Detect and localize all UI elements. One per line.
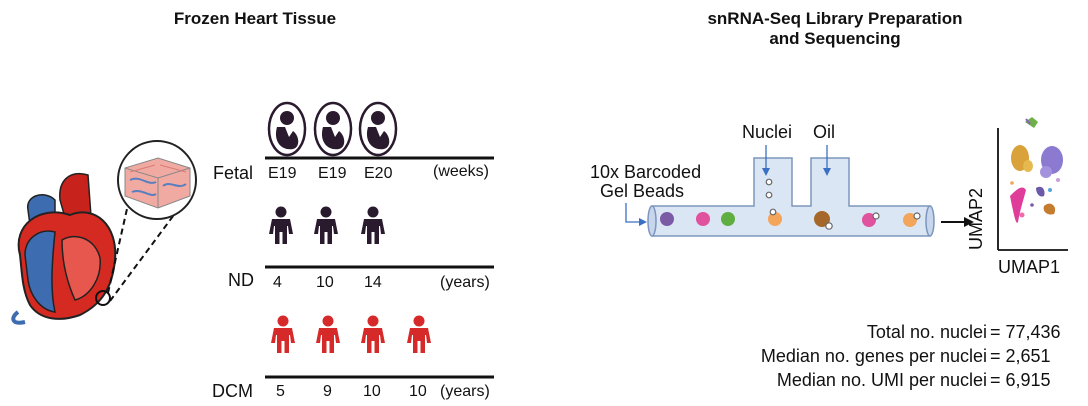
child-icon xyxy=(269,206,293,244)
fetal-age: E19 xyxy=(318,165,347,182)
umap-xlabel: UMAP1 xyxy=(998,257,1061,277)
fetus-icon xyxy=(358,101,398,157)
nd-age: 10 xyxy=(316,274,334,291)
dcm-icons xyxy=(271,315,431,353)
zoom-line-upper xyxy=(107,199,130,294)
tissue-sample-circle xyxy=(95,290,111,306)
right-title: snRNA-Seq Library Preparation and Sequen… xyxy=(680,9,990,49)
nd-unit: (years) xyxy=(440,274,490,291)
fetal-age: E20 xyxy=(364,165,393,182)
child-icon xyxy=(314,206,338,244)
oil-label: Oil xyxy=(813,122,835,142)
stat-median-genes: Median no. genes per nuclei = 2,651 xyxy=(0,346,1088,368)
fetal-icons xyxy=(267,101,398,157)
dcm-age: 9 xyxy=(323,383,332,400)
child-icon xyxy=(407,315,431,353)
heart-vein xyxy=(11,310,26,325)
droplet xyxy=(814,211,830,227)
heart-illustration xyxy=(11,173,117,325)
child-icon xyxy=(316,315,340,353)
fetal-age: E19 xyxy=(268,165,297,182)
child-icon xyxy=(361,315,385,353)
nuclei-label: Nuclei xyxy=(742,122,793,142)
beads-label-line2: Gel Beads xyxy=(600,181,685,201)
stat-total-nuclei: Total no. nuclei = 77,436 xyxy=(0,322,1088,344)
right-title-line2: and Sequencing xyxy=(769,29,901,48)
stat-value: = 6,915 xyxy=(990,370,1051,390)
left-title: Frozen Heart Tissue xyxy=(173,9,337,28)
gel-bead xyxy=(721,212,735,226)
fetal-label: Fetal xyxy=(213,163,254,183)
right-title-line1: snRNA-Seq Library Preparation xyxy=(707,9,963,28)
fetus-icon xyxy=(267,101,307,157)
beads-label-line1: 10x Barcoded xyxy=(590,162,702,182)
umap-clusters xyxy=(1010,117,1063,223)
nd-label: ND xyxy=(228,270,254,290)
child-icon xyxy=(271,315,295,353)
stat-value: = 2,651 xyxy=(990,346,1051,366)
dcm-unit: (years) xyxy=(440,383,490,400)
stat-median-umi: Median no. UMI per nuclei = 6,915 xyxy=(0,370,1088,392)
gel-bead xyxy=(660,212,674,226)
nd-age: 4 xyxy=(273,274,282,291)
nd-icons xyxy=(269,206,385,244)
umap-ylabel: UMAP2 xyxy=(966,187,986,250)
nd-age: 14 xyxy=(364,274,382,291)
nuclei-dots xyxy=(765,178,921,230)
fetus-icon xyxy=(313,101,353,157)
child-icon xyxy=(361,206,385,244)
stat-label: Median no. UMI per nuclei xyxy=(776,370,987,390)
fetal-unit: (weeks) xyxy=(433,163,490,180)
gel-bead xyxy=(696,212,710,226)
heart-right-chamber xyxy=(24,230,56,313)
beads-label: 10x Barcoded Gel Beads xyxy=(590,163,701,201)
stat-value: = 77,436 xyxy=(990,322,1061,342)
dcm-age: 10 xyxy=(409,383,427,400)
microfluidic-chip xyxy=(625,145,935,237)
dcm-age: 10 xyxy=(363,383,381,400)
tissue-magnified xyxy=(117,140,197,220)
gel-bead xyxy=(768,212,782,226)
dcm-label: DCM xyxy=(212,381,253,401)
beads-arrow xyxy=(625,203,643,223)
stat-label: Total no. nuclei xyxy=(866,322,987,342)
umap-plot xyxy=(997,117,1068,251)
dcm-age: 5 xyxy=(276,383,285,400)
stat-label: Median no. genes per nuclei xyxy=(760,346,987,366)
heart-inner xyxy=(61,235,101,301)
zoom-line-lower xyxy=(109,203,183,302)
